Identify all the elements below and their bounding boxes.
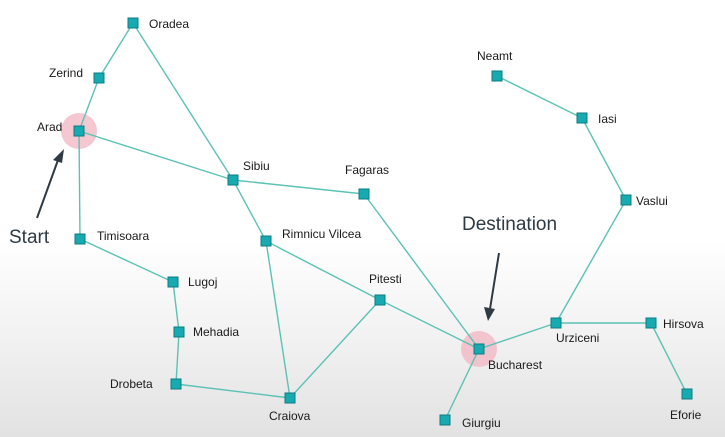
city-node-iasi <box>576 112 588 124</box>
road-lugoj-mehadia <box>172 281 180 333</box>
city-node-oradea <box>127 17 139 29</box>
road-oradea-sibiu <box>132 22 234 181</box>
city-label-lugoj: Lugoj <box>188 275 217 289</box>
road-oradea-zerind <box>98 22 134 79</box>
start-label: Start <box>9 227 50 248</box>
city-node-vaslui <box>620 194 632 206</box>
start-arrowhead-icon <box>53 149 64 163</box>
road-craiova-pitesti <box>289 299 381 399</box>
road-vaslui-iasi <box>581 117 627 201</box>
start-annotation: Start <box>9 149 64 248</box>
city-node-arad <box>73 125 85 137</box>
road-bucharest-urziceni <box>478 322 557 350</box>
city-label-bucharest: Bucharest <box>488 358 543 372</box>
city-node-eforie <box>681 388 693 400</box>
cities-layer <box>73 17 693 426</box>
start-arrow <box>36 159 59 219</box>
city-label-rimnicu: Rimnicu Vilcea <box>282 227 361 241</box>
city-node-giurgiu <box>439 414 451 426</box>
destination-arrowhead-icon <box>484 307 495 321</box>
city-label-iasi: Iasi <box>598 112 617 126</box>
road-fagaras-bucharest <box>363 193 480 350</box>
road-timisoara-lugoj <box>79 238 174 283</box>
city-label-neamt: Neamt <box>477 49 513 63</box>
roads-layer <box>78 22 688 421</box>
city-label-oradea: Oradea <box>149 17 189 31</box>
road-hirsova-eforie <box>650 322 688 395</box>
city-node-mehadia <box>173 326 185 338</box>
city-label-drobeta: Drobeta <box>110 377 153 391</box>
city-label-eforie: Eforie <box>670 408 702 422</box>
city-labels-layer: Oradea Zerind Arad Sibiu Fagaras Timisoara Rim… <box>37 17 704 430</box>
city-label-pitesti: Pitesti <box>369 272 402 286</box>
road-mehadia-drobeta <box>175 331 180 385</box>
city-label-arad: Arad <box>37 120 62 134</box>
city-node-sibiu <box>227 174 239 186</box>
road-urziceni-vaslui <box>555 199 627 324</box>
road-arad-timisoara <box>78 130 81 240</box>
city-label-zerind: Zerind <box>49 66 83 80</box>
city-node-rimnicu <box>260 235 272 247</box>
city-node-craiova <box>284 392 296 404</box>
city-label-craiova: Craiova <box>269 409 311 423</box>
city-node-urziceni <box>550 317 562 329</box>
city-label-vaslui: Vaslui <box>636 194 668 208</box>
road-arad-sibiu <box>78 130 234 181</box>
road-pitesti-bucharest <box>379 299 480 350</box>
city-node-pitesti <box>374 294 386 306</box>
road-rimnicu-pitesti <box>265 240 381 301</box>
city-node-neamt <box>491 70 503 82</box>
road-sibiu-rimnicu <box>232 179 267 242</box>
road-sibiu-fagaras <box>232 179 365 195</box>
city-label-sibiu: Sibiu <box>243 159 270 173</box>
road-bucharest-giurgiu <box>444 348 480 421</box>
destination-label: Destination <box>462 214 557 235</box>
city-node-drobeta <box>170 378 182 390</box>
road-drobeta-craiova <box>175 383 291 399</box>
destination-arrow <box>489 252 500 310</box>
city-node-bucharest <box>473 343 485 355</box>
city-label-mehadia: Mehadia <box>193 325 239 339</box>
city-node-hirsova <box>645 317 657 329</box>
road-iasi-neamt <box>496 75 583 119</box>
road-rimnicu-craiova <box>265 240 291 399</box>
road-zerind-arad <box>78 77 100 132</box>
city-node-zerind <box>93 72 105 84</box>
city-node-lugoj <box>167 276 179 288</box>
city-label-giurgiu: Giurgiu <box>462 416 501 430</box>
city-label-fagaras: Fagaras <box>345 163 389 177</box>
city-label-urziceni: Urziceni <box>556 331 599 345</box>
destination-annotation: Destination <box>462 214 557 321</box>
city-label-hirsova: Hirsova <box>663 317 704 331</box>
city-node-timisoara <box>74 233 86 245</box>
city-label-timisoara: Timisoara <box>97 229 150 243</box>
city-node-fagaras <box>358 188 370 200</box>
